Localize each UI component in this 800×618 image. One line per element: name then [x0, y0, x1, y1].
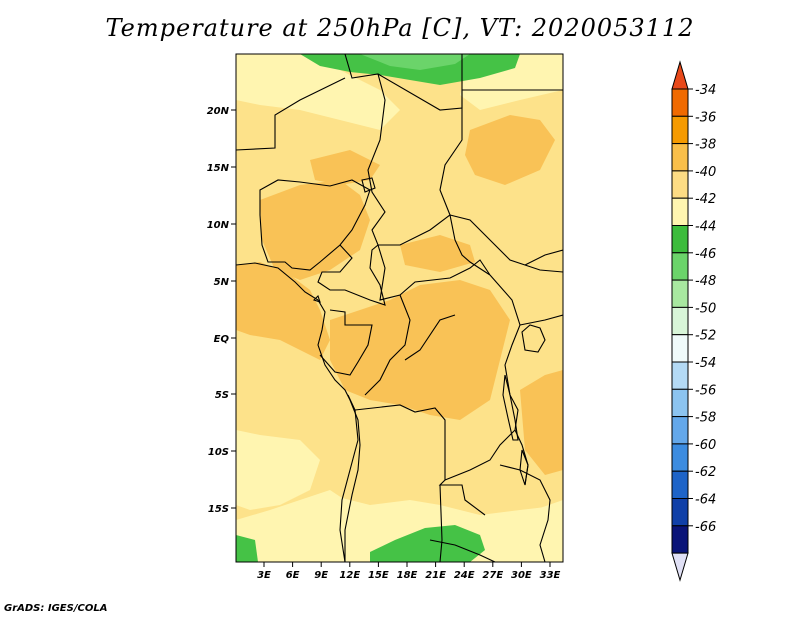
coastline-west	[236, 262, 361, 562]
lat-tick-label: EQ	[214, 334, 230, 345]
lon-tick-label: 24E	[454, 570, 475, 581]
colorbar-segment	[671, 306, 689, 336]
field-minus42-north	[236, 54, 400, 130]
lake-malawi	[519, 449, 529, 486]
border-sudan	[449, 214, 563, 273]
lat-tick-label: 20N	[207, 106, 230, 117]
lon-tick-label: 21E	[425, 570, 446, 581]
border-egypt-sudan	[461, 89, 563, 108]
colorbar-segment	[671, 279, 689, 308]
colorbar-segment	[671, 525, 689, 554]
field-minus44-north	[300, 54, 520, 85]
lon-tick-label: 9E	[314, 570, 328, 581]
colorbar-segment	[671, 252, 689, 281]
border-tanzania	[519, 314, 563, 326]
colorbar-segment	[671, 197, 689, 226]
colorbar-segment	[671, 388, 689, 418]
latitude-axis: 20N 15N 10N 5N EQ 5S 10S 15S	[207, 106, 236, 515]
border-zambia-zimbabwe	[439, 484, 443, 562]
colorbar-label: -64	[695, 493, 716, 508]
lon-tick-label: 30E	[511, 570, 532, 581]
border-niger	[236, 77, 346, 151]
colorbar-segment	[671, 143, 689, 172]
colorbar-segment	[671, 443, 689, 472]
border-angola-zambia	[354, 404, 486, 516]
colorbar-segment	[671, 88, 689, 117]
colorbar-segment	[671, 334, 689, 363]
footer-credit: GrADS: IGES/COLA	[4, 603, 108, 614]
colorbar-segment	[671, 170, 689, 199]
field-minus38-chad	[310, 150, 380, 185]
colorbar-label: -56	[695, 383, 716, 398]
colorbar-label: -54	[695, 356, 716, 371]
lat-tick-label: 15S	[208, 504, 229, 515]
temperature-fill-field	[236, 54, 563, 562]
colorbar-label: -58	[695, 411, 716, 426]
lat-tick-label: 5S	[215, 390, 229, 401]
colorbar-label: -60	[695, 438, 716, 453]
field-minus44-south	[370, 525, 485, 562]
colorbar-segment	[671, 498, 689, 527]
lat-tick-label: 15N	[207, 163, 230, 174]
lake-chad	[361, 177, 376, 193]
colorbar-label: -38	[695, 138, 716, 153]
border-car	[377, 214, 491, 301]
field-minus42-southwest	[236, 430, 320, 510]
colorbar-segment	[671, 115, 689, 145]
field-minus44-southwest	[236, 535, 258, 562]
field-minus38-west	[236, 262, 330, 360]
colorbar-label: -46	[695, 247, 716, 262]
border-congo-gabon	[319, 309, 373, 376]
lon-tick-label: 15E	[368, 570, 389, 581]
map-frame	[235, 53, 564, 563]
lon-tick-label: 27E	[482, 570, 503, 581]
colorbar: -34 -36 -38 -40 -42 -44 -46 -48 -50 -52 -54 -56 -58 -…	[671, 60, 716, 582]
field-minus38-east	[520, 370, 563, 475]
colorbar-segment	[671, 225, 689, 254]
river-congo	[404, 314, 456, 361]
lake-tanganyika	[502, 374, 519, 441]
country-borders	[236, 54, 563, 562]
chart-title: Temperature at 250hPa [C], VT: 202005311…	[105, 14, 695, 42]
colorbar-bottom-arrow	[671, 552, 689, 582]
lon-tick-label: 3E	[257, 570, 271, 581]
lon-tick-label: 6E	[286, 570, 300, 581]
longitude-axis: 3E 6E 9E 12E 15E 18E 21E 24E 27E 30E 33E	[257, 562, 561, 581]
colorbar-top-arrow	[671, 60, 689, 90]
lon-tick-label: 33E	[540, 570, 561, 581]
colorbar-label: -50	[695, 301, 716, 316]
colorbar-label: -48	[695, 274, 716, 289]
island-bioko	[312, 294, 321, 303]
border-drc-north	[364, 294, 411, 396]
colorbar-label: -52	[695, 329, 716, 344]
colorbar-segment	[671, 470, 689, 500]
lat-tick-label: 10S	[208, 447, 229, 458]
colorbar-label: -40	[695, 165, 716, 180]
lat-tick-label: 5N	[214, 277, 230, 288]
field-minus38-nigeria	[260, 180, 370, 280]
colorbar-label: -36	[695, 110, 716, 125]
field-minus38-northeast	[465, 115, 555, 185]
colorbar-segment	[671, 416, 689, 445]
lat-tick-label: 10N	[207, 220, 230, 231]
lon-tick-label: 18E	[397, 570, 418, 581]
border-ethiopia	[524, 249, 563, 266]
field-minus46-north	[360, 54, 470, 70]
colorbar-label: -44	[695, 220, 716, 235]
colorbar-label: -42	[695, 192, 716, 207]
field-minus38-car	[400, 235, 475, 272]
colorbar-label: -66	[695, 520, 716, 535]
colorbar-label: -34	[695, 83, 716, 98]
border-botswana	[429, 539, 496, 562]
border-cameroon	[317, 244, 386, 306]
border-drc-east	[444, 274, 521, 481]
colorbar-label: -62	[695, 465, 716, 480]
colorbar-segment	[671, 361, 689, 390]
lake-victoria	[521, 324, 546, 353]
lon-tick-label: 12E	[339, 570, 360, 581]
